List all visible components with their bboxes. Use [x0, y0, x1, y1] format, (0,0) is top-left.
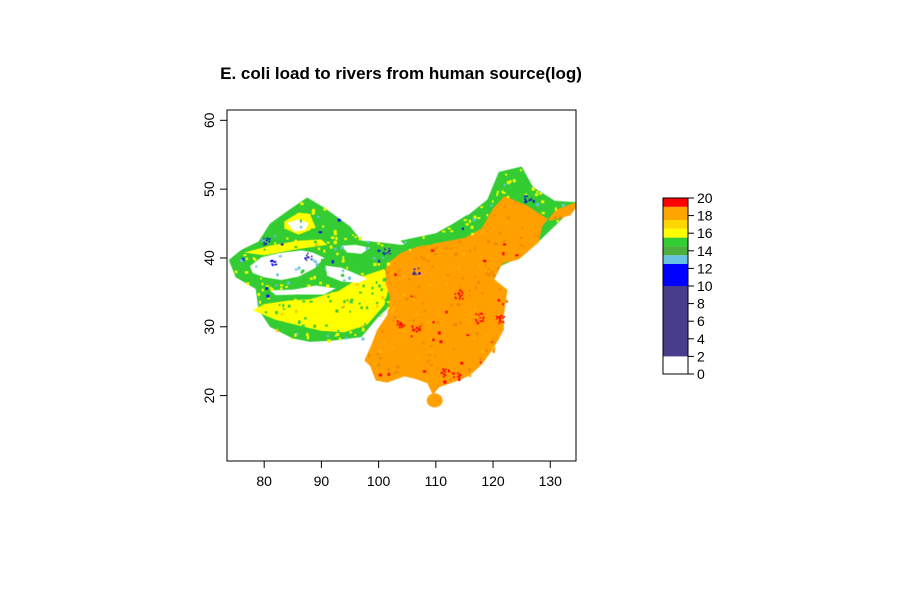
legend-tick-label: 12: [697, 260, 713, 276]
x-tick-label: 80: [256, 473, 272, 489]
legend-tick-label: 0: [697, 366, 705, 382]
plot-title: E. coli load to rivers from human source…: [220, 64, 582, 83]
legend-tick-label: 10: [697, 278, 713, 294]
legend-color-band: [663, 246, 688, 256]
legend-tick-label: 20: [697, 190, 713, 206]
legend-tick-label: 14: [697, 243, 713, 259]
legend-color-band: [663, 198, 688, 207]
legend-tick-label: 8: [697, 296, 705, 312]
y-tick-label: 60: [201, 112, 217, 128]
legend-tick-label: 4: [697, 331, 705, 347]
y-tick-label: 40: [201, 250, 217, 266]
x-tick-label: 130: [539, 473, 563, 489]
legend-tick-label: 16: [697, 225, 713, 241]
map-image: [227, 110, 576, 410]
x-tick-label: 110: [425, 473, 448, 489]
legend-color-band: [663, 206, 688, 220]
y-tick-label: 20: [201, 388, 217, 404]
y-axis: 20 30 40 50 60: [201, 112, 228, 404]
legend-color-band: [663, 228, 688, 238]
x-tick-label: 100: [367, 473, 391, 489]
x-tick-label: 120: [481, 473, 505, 489]
x-axis: 80 90 100 110 120 130: [256, 460, 563, 489]
x-tick-label: 90: [314, 473, 330, 489]
y-tick-label: 30: [201, 319, 217, 335]
map-raster: [227, 110, 576, 410]
y-tick-label: 50: [201, 181, 217, 197]
legend-color-band: [663, 220, 688, 229]
legend-color-band: [663, 264, 688, 286]
legend-color-band: [663, 356, 688, 374]
legend-tick-label: 6: [697, 313, 705, 329]
legend-color-band: [663, 286, 688, 357]
legend-tick-label: 2: [697, 348, 705, 364]
legend-color-band: [663, 255, 688, 264]
legend-color-band: [663, 237, 688, 247]
legend-tick-label: 18: [697, 208, 713, 224]
